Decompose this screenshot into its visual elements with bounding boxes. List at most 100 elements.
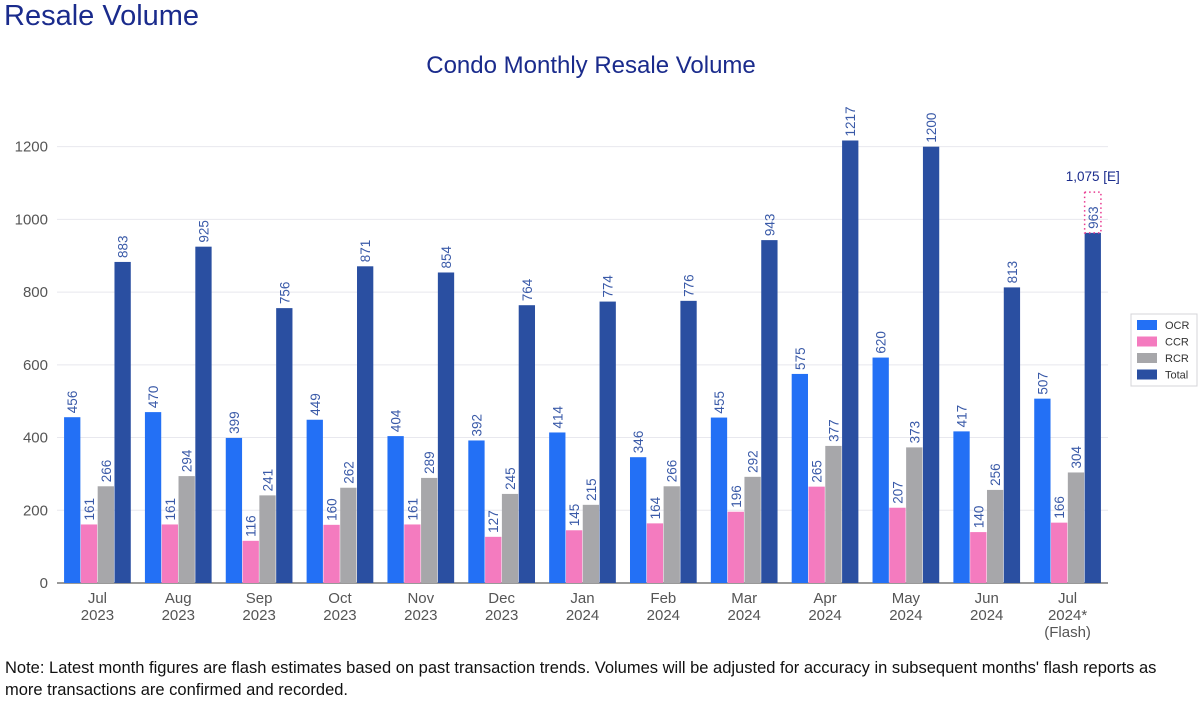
x-tick-label: (Flash) xyxy=(1044,624,1091,641)
estimate-label: 1,075 [E] xyxy=(1066,169,1120,184)
bar-ocr xyxy=(144,412,162,583)
data-label: 470 xyxy=(146,386,161,409)
data-label: 455 xyxy=(712,391,727,414)
bar-ccr xyxy=(565,530,583,583)
y-tick-label: 800 xyxy=(23,284,48,301)
data-label: 414 xyxy=(550,405,565,428)
bar-ocr xyxy=(953,431,970,583)
bar-ocr xyxy=(549,432,566,583)
bar-rcr xyxy=(744,476,761,583)
bar-total xyxy=(518,305,536,583)
data-label: 776 xyxy=(682,274,697,297)
y-tick-label: 600 xyxy=(23,357,48,374)
bar-total xyxy=(842,140,859,583)
data-label: 963 xyxy=(1086,206,1101,229)
data-label: 456 xyxy=(65,391,80,414)
bar-rcr xyxy=(421,477,438,583)
x-tick-label: 2023 xyxy=(404,607,437,624)
bar-total xyxy=(276,308,293,583)
bar-ccr xyxy=(485,536,502,583)
x-tick-label: Aug xyxy=(165,590,192,607)
x-tick-label: 2024 xyxy=(889,607,922,624)
legend-label-ccr: CCR xyxy=(1165,337,1189,349)
bar-ccr xyxy=(404,524,421,583)
data-label: 289 xyxy=(422,451,437,474)
bar-total xyxy=(1003,287,1021,583)
x-tick-label: 2023 xyxy=(242,607,275,624)
bar-total xyxy=(357,266,374,583)
bar-ocr xyxy=(629,457,647,583)
data-label: 196 xyxy=(729,485,744,508)
bar-ccr xyxy=(727,511,744,583)
data-label: 813 xyxy=(1005,261,1020,284)
x-tick-label: Dec xyxy=(488,590,515,607)
data-label: 241 xyxy=(261,469,276,492)
bar-rcr xyxy=(178,476,195,583)
bar-total xyxy=(680,300,697,583)
data-label: 377 xyxy=(826,419,841,442)
data-label: 346 xyxy=(631,431,646,454)
bar-ocr xyxy=(225,437,243,583)
x-tick-label: Jun xyxy=(975,590,999,607)
bar-total xyxy=(437,272,455,583)
data-label: 294 xyxy=(180,449,195,472)
bar-ocr xyxy=(64,417,81,583)
data-label: 256 xyxy=(988,463,1003,486)
data-label: 161 xyxy=(163,498,178,521)
bar-ccr xyxy=(970,532,987,583)
data-label: 127 xyxy=(486,510,501,533)
y-axis-ticks: 0 200 400 600 800 1000 1200 xyxy=(15,139,48,592)
x-tick-label: Nov xyxy=(407,590,434,607)
data-label: 854 xyxy=(439,245,454,268)
legend-swatch-ocr xyxy=(1137,320,1157,330)
bar-ccr xyxy=(646,523,664,583)
data-label: 161 xyxy=(82,498,97,521)
bar-ccr xyxy=(808,486,825,583)
x-tick-label: 2024 xyxy=(728,607,761,624)
bar-ocr xyxy=(1034,398,1051,583)
bar-rcr xyxy=(259,495,276,583)
y-tick-label: 0 xyxy=(40,575,48,592)
bar-ocr xyxy=(710,417,728,583)
data-label: 215 xyxy=(584,478,599,501)
data-label: 871 xyxy=(358,240,373,263)
x-tick-label: 2024 xyxy=(970,607,1003,624)
x-tick-label: Feb xyxy=(650,590,676,607)
bar-ocr xyxy=(306,419,323,583)
data-label: 304 xyxy=(1069,445,1084,468)
legend-label-ocr: OCR xyxy=(1165,320,1190,332)
data-label: 774 xyxy=(601,275,616,298)
y-tick-label: 400 xyxy=(23,430,48,447)
data-label: 266 xyxy=(665,460,680,483)
bar-ocr xyxy=(872,357,889,583)
bar-rcr xyxy=(97,486,114,583)
bar-total xyxy=(195,246,212,584)
legend-swatch-total xyxy=(1137,369,1157,380)
bar-total xyxy=(922,146,940,583)
bar-ccr xyxy=(323,524,340,583)
data-label: 404 xyxy=(389,409,404,432)
data-label: 399 xyxy=(227,411,242,434)
bar-ocr xyxy=(387,436,404,583)
x-tick-label: 2024* xyxy=(1048,607,1087,624)
y-tick-label: 1200 xyxy=(15,139,48,156)
data-label: 925 xyxy=(196,220,211,243)
x-tick-label: Mar xyxy=(731,590,757,607)
x-tick-label: Apr xyxy=(813,590,836,607)
data-label: 943 xyxy=(762,214,777,237)
data-label: 140 xyxy=(971,506,986,529)
data-label: 207 xyxy=(890,481,905,504)
resale-volume-chart: Condo Monthly Resale Volume 0 200 400 600 80… xyxy=(15,52,1198,641)
bar-rcr xyxy=(986,489,1004,583)
gridlines xyxy=(57,146,1108,584)
bar-total xyxy=(114,261,131,583)
x-tick-label: 2024 xyxy=(647,607,680,624)
data-label: 161 xyxy=(405,498,420,521)
data-label: 883 xyxy=(116,235,131,258)
data-label: 1217 xyxy=(843,106,858,136)
legend-label-total: Total xyxy=(1165,370,1188,382)
bars xyxy=(64,140,1102,584)
data-labels: 4561612668834701612949253991162417564491… xyxy=(65,106,1120,536)
bar-rcr xyxy=(340,487,357,583)
data-label: 756 xyxy=(277,282,292,305)
